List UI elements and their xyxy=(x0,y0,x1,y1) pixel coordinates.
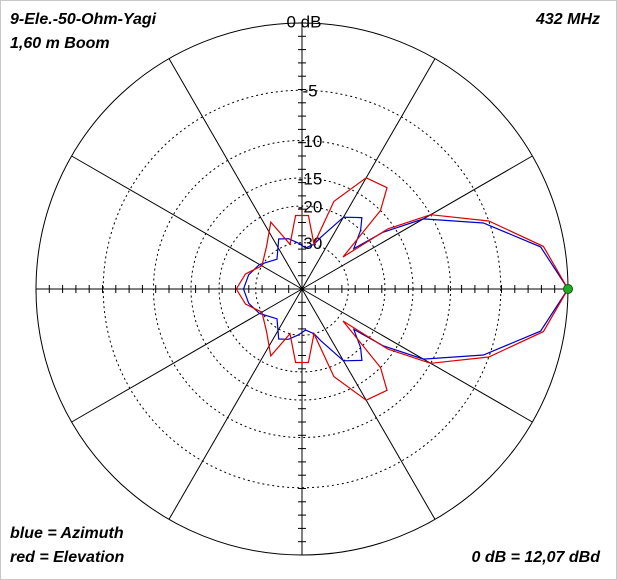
spoke xyxy=(71,155,303,290)
spoke xyxy=(301,288,436,520)
reference-note: 0 dB = 12,07 dBd xyxy=(472,549,602,566)
r-tick-label: 0 dB xyxy=(287,12,322,31)
legend-entry: blue = Azimuth xyxy=(10,525,124,542)
grid-ring xyxy=(152,139,452,439)
spoke xyxy=(71,288,303,423)
grid-ring xyxy=(255,242,349,336)
pattern-line xyxy=(242,216,569,362)
spoke xyxy=(301,288,533,423)
r-tick-label: -20 xyxy=(298,198,323,217)
spoke xyxy=(301,58,436,290)
spoke xyxy=(168,58,303,290)
frequency: 432 MHz xyxy=(535,11,600,28)
grid-ring xyxy=(218,205,386,373)
chart-subtitle: 1,60 m Boom xyxy=(10,35,110,52)
grid-ring xyxy=(190,177,414,401)
r-tick-label: -30 xyxy=(298,234,323,253)
r-tick-label: -5 xyxy=(302,82,317,101)
plot-area xyxy=(235,177,573,401)
spoke xyxy=(168,288,303,520)
spoke xyxy=(301,155,533,290)
legend-entry: red = Elevation xyxy=(10,549,124,566)
grid-ring xyxy=(102,89,502,489)
r-tick-label: -10 xyxy=(298,132,323,151)
pattern-line xyxy=(235,177,569,401)
chart-title: 9-Ele.-50-Ohm-Yagi xyxy=(10,11,157,28)
r-tick-label: -15 xyxy=(298,169,323,188)
max-marker xyxy=(563,284,573,294)
legend: blue = Azimuth red = Elevation xyxy=(10,525,124,566)
